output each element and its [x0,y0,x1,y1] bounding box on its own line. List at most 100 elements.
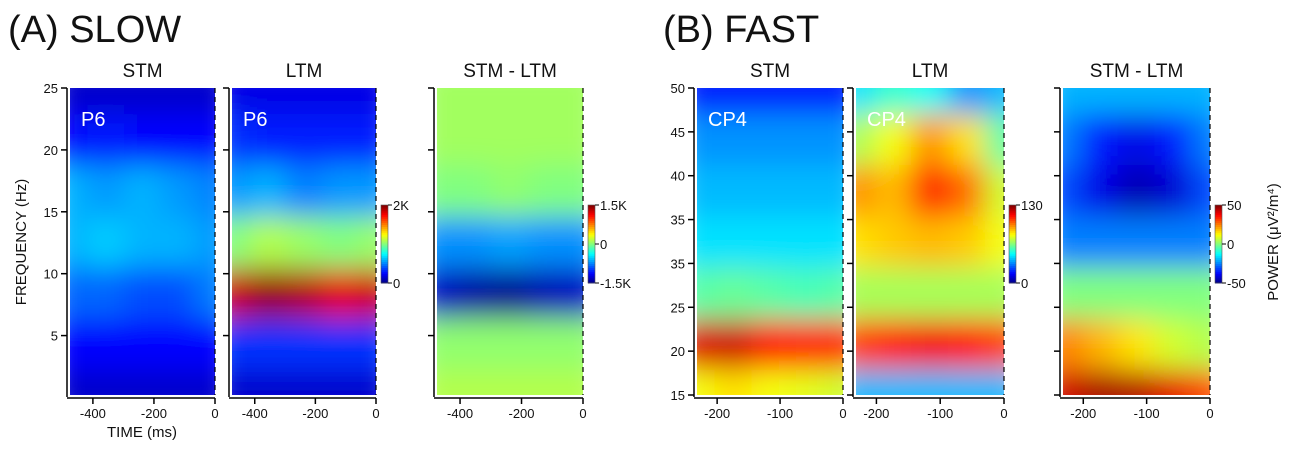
colorbar-segment [381,216,388,220]
heatmap-cell [87,88,125,115]
colorbar-segment [588,279,595,282]
heatmap-cell [196,266,215,319]
colorbar-segment [1215,234,1222,237]
heatmap-cell [697,215,716,268]
y-tick-label: 35 [671,256,685,271]
colorbar-segment [588,275,595,278]
heatmap-cell [564,113,583,166]
heatmap-cell [196,368,215,395]
heatmap-cell [985,113,1004,166]
heatmap-cell [454,215,493,268]
colorbar-segment [1215,281,1222,284]
colorbar-tick-label: 1.5K [600,198,627,213]
heatmap-cell [249,88,287,115]
heatmap-cell [787,164,826,217]
colorbar-segment [1009,234,1016,237]
heatmap-cell [285,113,323,166]
colorbar-segment [1215,247,1222,251]
heatmap-cell [285,88,323,115]
heatmap-cell [285,266,323,319]
heatmap-cell [232,317,251,370]
colorbar-segment [1215,255,1222,259]
colorbar-segment [588,271,595,274]
colorbar-segment [1009,273,1016,276]
heatmap-cell [491,266,529,319]
colorbar-segment [588,224,595,227]
heatmap-cell [1117,266,1156,319]
colorbar-segment [588,236,595,239]
colorbar-segment [381,251,388,255]
heatmap-cell [454,88,493,115]
x-tick-label: -400 [80,406,106,421]
heatmap-cell [714,368,753,395]
colorbar-tick-label: 2K [393,198,409,213]
heatmap-cell [527,164,566,217]
heatmap-cell [751,113,789,166]
colorbar-segment [1009,210,1016,214]
colorbar-segment [1215,279,1222,282]
heatmap-cell [697,113,716,166]
colorbar-segment [1215,226,1222,229]
heatmap-cell [874,215,912,268]
heatmap-cell [948,266,986,319]
colorbar-segment [381,230,388,233]
heatmap-cell [123,368,162,395]
heatmap-cell [948,88,986,115]
heatmap-cell [321,215,359,268]
colorbar-segment [1009,269,1016,272]
heatmap-cells [697,88,843,395]
heatmap-cell [856,88,875,115]
panel-title: STM - LTM [1090,61,1184,82]
x-tick-label: -200 [509,406,535,421]
heatmap-cell [985,368,1004,395]
heatmap-cell [285,215,323,268]
colorbar-segment [1215,232,1222,235]
panel-title: STM [750,61,790,82]
colorbar-segment [1215,259,1222,263]
colorbar-tick-label: -50 [1227,276,1246,291]
heatmap-cells [232,88,376,395]
colorbar-segment [1215,267,1222,270]
heatmap-cell [527,88,566,115]
heatmap-cell [714,164,753,217]
colorbar-segment [588,240,595,243]
heatmap-cell [357,113,376,166]
colorbar-segment [381,208,388,212]
heatmap-cell [874,317,912,370]
colorbar-segment [1009,281,1016,284]
heatmap-cell [123,113,162,166]
heatmap-cell [1191,215,1210,268]
colorbar-tick-label: 0 [600,237,607,252]
colorbar-segment [1215,261,1222,264]
colorbar-tick-label: 50 [1227,198,1241,213]
heatmap-cell [948,215,986,268]
x-tick-label: 0 [372,406,379,421]
heatmap-cell [249,113,287,166]
heatmap-cell [70,317,89,370]
heatmap-cell [249,317,287,370]
colorbar-segment [1009,271,1016,274]
heatmap-cell [697,164,716,217]
heatmap-cell [874,368,912,395]
heatmap-cell [856,266,875,319]
heatmap-cell [454,164,493,217]
heatmap-cell [564,215,583,268]
colorbar-segment [381,259,388,263]
heatmap-cell [985,266,1004,319]
heatmap-cell [232,88,251,115]
colorbar-segment [381,269,388,272]
colorbar-segment [381,240,388,243]
colorbar-segment [588,267,595,270]
heatmap-cell [491,215,529,268]
colorbar-segment [381,214,388,218]
heatmap-cell [911,164,949,217]
heatmap-cell [232,368,251,395]
heatmap-cell [437,317,456,370]
colorbar-segment [588,245,595,249]
heatmap-cell [196,164,215,217]
y-tick-label: 10 [44,267,58,282]
heatmap-cell [160,317,198,370]
heatmap-cell [123,215,162,268]
colorbar-segment [1009,238,1016,241]
heatmap-cell [249,164,287,217]
